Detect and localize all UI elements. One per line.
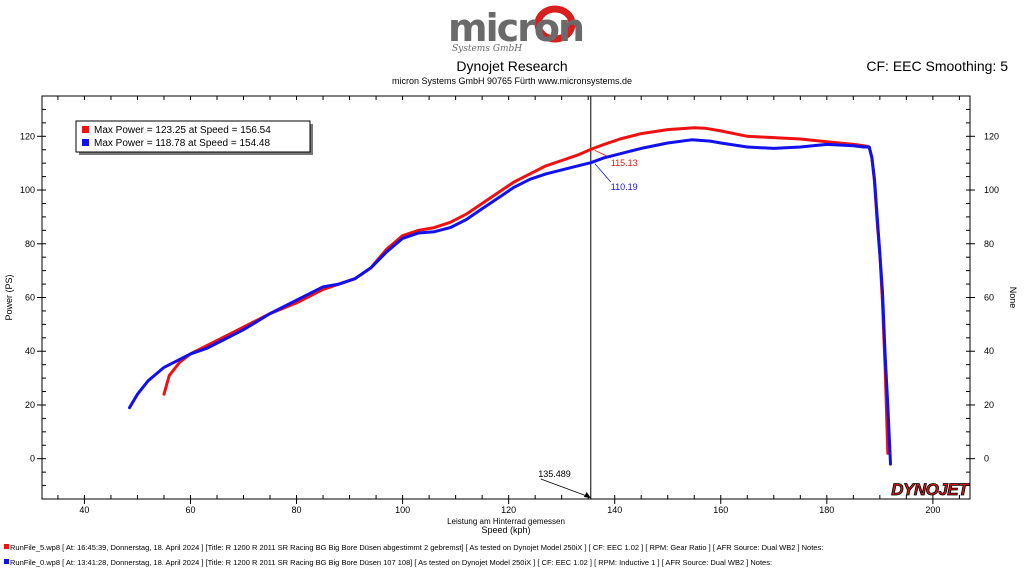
y-tick-label: 120 xyxy=(20,131,35,141)
micron-logo: micron Systems GmbH xyxy=(430,4,595,56)
x-tick-label: 40 xyxy=(79,505,89,515)
legend-box xyxy=(75,120,311,153)
cursor-pointer-line xyxy=(594,163,612,183)
y-tick-label: 100 xyxy=(20,185,35,195)
logo-word: micron xyxy=(448,6,585,50)
x-tick-label: 160 xyxy=(713,505,728,515)
x-axis-label: Speed (kph) xyxy=(481,525,530,535)
cursor-arrow-icon xyxy=(583,492,591,498)
y-tick-label: 40 xyxy=(25,346,35,356)
series-line-1 xyxy=(162,126,890,455)
cf-smoothing-label: CF: EEC Smoothing: 5 xyxy=(866,58,1008,74)
legend-entry: Max Power = 118.78 at Speed = 154.48 xyxy=(94,138,270,149)
x-axis-caption: Leistung am Hinterrad gemessen xyxy=(447,517,565,526)
x-tick-label: 200 xyxy=(925,505,940,515)
y-right-tick-label: 40 xyxy=(984,346,994,356)
run-color-icon xyxy=(4,544,9,549)
page-subtitle: micron Systems GmbH 90765 Fürth www.micr… xyxy=(391,76,633,86)
y-right-tick-label: 60 xyxy=(984,293,994,303)
y-tick-label: 80 xyxy=(25,239,35,249)
y-tick-label: 0 xyxy=(30,454,35,464)
cursor-pointer-line xyxy=(540,478,587,497)
run-info-text: RunFile_5.wp8 [ At: 16:45:39, Donnerstag… xyxy=(10,543,824,552)
y-tick-label: 60 xyxy=(25,293,35,303)
y-right-axis-label: None xyxy=(1008,287,1018,309)
run-info-line: RunFile_0.wp8 [ At: 13:41:28, Donnerstag… xyxy=(4,558,772,567)
series-cursor-value: 115.13 xyxy=(611,158,638,168)
logo-subtext: Systems GmbH xyxy=(452,44,523,54)
run-info-text: RunFile_0.wp8 [ At: 13:41:28, Donnerstag… xyxy=(10,558,773,567)
y-axis-label: Power (PS) xyxy=(4,274,14,320)
y-right-tick-label: 20 xyxy=(984,400,994,410)
legend-entry: Max Power = 123.25 at Speed = 156.54 xyxy=(94,125,271,136)
dynojet-brand-logo: DYNOJET xyxy=(891,480,970,499)
x-tick-label: 80 xyxy=(292,505,302,515)
x-tick-label: 180 xyxy=(819,505,834,515)
x-tick-label: 100 xyxy=(395,505,410,515)
x-tick-label: 120 xyxy=(501,505,516,515)
x-tick-label: 140 xyxy=(607,505,622,515)
y-right-tick-label: 100 xyxy=(984,185,999,195)
y-right-tick-label: 0 xyxy=(984,454,989,464)
logo-swoosh-icon xyxy=(534,5,576,43)
run-color-icon xyxy=(4,559,9,564)
run-info-line: RunFile_5.wp8 [ At: 16:45:39, Donnerstag… xyxy=(4,543,823,552)
series-line-2 xyxy=(128,138,892,466)
y-right-tick-label: 120 xyxy=(984,131,999,141)
legend-swatch xyxy=(82,139,89,146)
plot-frame xyxy=(41,95,971,500)
legend-swatch xyxy=(82,126,89,133)
page-title: Dynojet Research xyxy=(456,58,568,74)
series-cursor-value: 110.19 xyxy=(611,182,638,192)
y-right-tick-label: 80 xyxy=(984,239,994,249)
y-tick-label: 20 xyxy=(25,400,35,410)
x-tick-label: 60 xyxy=(185,505,195,515)
cursor-value-label: 135.489 xyxy=(538,469,571,479)
